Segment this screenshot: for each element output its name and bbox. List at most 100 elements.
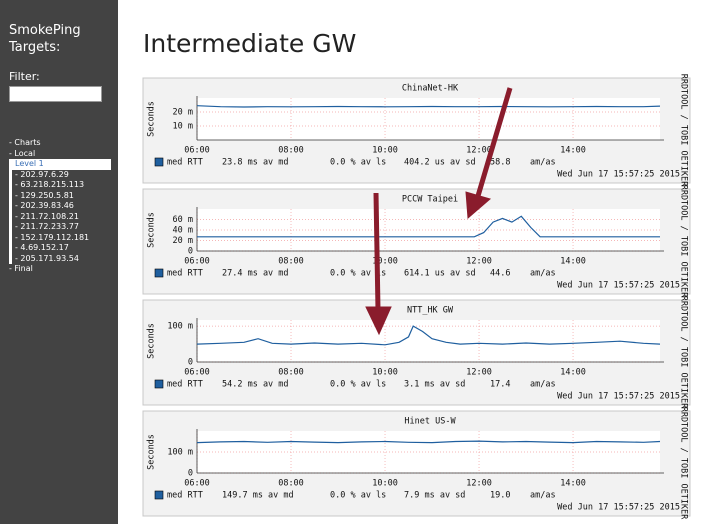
y-tick-label: 100 m xyxy=(167,448,193,458)
menu-item[interactable]: - 202.97.6.29 xyxy=(9,169,111,180)
main: Intermediate GW ChinaNet-HK Seconds RRDTOO… xyxy=(142,29,691,520)
legend-loss: 0.0 % av ls xyxy=(330,158,386,168)
legend-ratio: 17.4 xyxy=(490,380,510,390)
legend-loss: 0.0 % av ls xyxy=(330,380,386,390)
x-tick-label: 06:00 xyxy=(184,257,210,267)
arrow xyxy=(373,192,381,311)
menu-item[interactable]: - 211.72.233.77 xyxy=(9,222,111,233)
y-axis-label: Seconds xyxy=(147,434,157,470)
y-tick-label: 10 m xyxy=(173,122,193,132)
legend-swatch xyxy=(154,490,164,500)
graph-date: Wed Jun 17 15:57:25 2015 xyxy=(557,281,680,291)
menu-item[interactable]: - 129.250.5.81 xyxy=(9,190,111,201)
x-tick-label: 10:00 xyxy=(372,257,398,267)
x-tick-label: 12:00 xyxy=(466,479,492,489)
plot-area xyxy=(197,98,660,140)
menu-item[interactable]: - 4.69.152.17 xyxy=(9,243,111,254)
side-label: RRDTOOL / TOBI OETIKER xyxy=(679,296,689,409)
x-tick-label: 10:00 xyxy=(372,146,398,156)
y-axis-label: Seconds xyxy=(147,323,157,359)
legend-label: med RTT xyxy=(167,158,203,168)
y-axis-label: Seconds xyxy=(147,212,157,248)
x-tick-label: 12:00 xyxy=(466,146,492,156)
arrow xyxy=(475,87,513,197)
page-title: Intermediate GW xyxy=(143,29,356,58)
menu-item[interactable]: - 211.72.108.21 xyxy=(9,211,111,222)
legend-sd: 3.1 ms av sd xyxy=(404,380,465,390)
side-label: RRDTOOL / TOBI OETIKER xyxy=(679,185,689,298)
y-tick-label: 20 m xyxy=(173,236,193,246)
menu-item[interactable]: - Final xyxy=(9,264,33,273)
menu-item[interactable]: - 205.171.93.54 xyxy=(9,253,111,264)
graph-date: Wed Jun 17 15:57:25 2015 xyxy=(557,503,680,513)
legend-median: 27.4 ms av md xyxy=(222,269,289,279)
legend-swatch xyxy=(154,268,164,278)
legend-ratio-unit: am/as xyxy=(530,269,556,279)
graph-date: Wed Jun 17 15:57:25 2015 xyxy=(557,170,680,180)
legend-ratio: 19.0 xyxy=(490,491,510,501)
graph-date: Wed Jun 17 15:57:25 2015 xyxy=(557,392,680,402)
x-tick-label: 14:00 xyxy=(560,257,586,267)
legend-ratio-unit: am/as xyxy=(530,158,556,168)
graph-title: PCCW Taipei xyxy=(402,195,458,205)
legend-sd: 7.9 ms av sd xyxy=(404,491,465,501)
legend-median: 23.8 ms av md xyxy=(222,158,289,168)
plot-area xyxy=(197,320,660,362)
x-tick-label: 10:00 xyxy=(372,368,398,378)
x-tick-label: 12:00 xyxy=(466,368,492,378)
graphs: ChinaNet-HK Seconds RRDTOOL / TOBI OETIKER… xyxy=(142,74,691,520)
legend-sd: 614.1 us av sd xyxy=(404,269,476,279)
y-tick-label: 40 m xyxy=(173,226,193,236)
legend-label: med RTT xyxy=(167,380,203,390)
legend-loss: 0.0 % av ls xyxy=(330,269,386,279)
rtt-line xyxy=(197,215,660,238)
x-tick-label: 06:00 xyxy=(184,368,210,378)
x-tick-label: 14:00 xyxy=(560,146,586,156)
graph-title: NTT_HK GW xyxy=(407,306,454,316)
legend-median: 54.2 ms av md xyxy=(222,380,289,390)
menu-item[interactable]: - 152.179.112.181 xyxy=(9,232,111,243)
side-label: RRDTOOL / TOBI OETIKER xyxy=(679,407,689,520)
legend-ratio: 44.6 xyxy=(490,269,510,279)
legend-ratio: 58.8 xyxy=(490,158,510,168)
side-label: RRDTOOL / TOBI OETIKER xyxy=(679,74,689,187)
legend-median: 149.7 ms av md xyxy=(222,491,294,501)
x-tick-label: 06:00 xyxy=(184,479,210,489)
y-tick-label: 0 xyxy=(188,247,193,257)
menu-item[interactable]: - Local xyxy=(9,148,36,158)
arrow-head xyxy=(465,191,492,220)
legend-label: med RTT xyxy=(167,269,203,279)
rtt-line xyxy=(196,105,661,108)
x-tick-label: 14:00 xyxy=(560,479,586,489)
x-tick-label: 08:00 xyxy=(278,257,304,267)
menu-item[interactable]: Level 1 xyxy=(9,159,111,170)
x-tick-label: 08:00 xyxy=(278,146,304,156)
menu-item[interactable]: - 63.218.215.113 xyxy=(9,180,111,191)
x-tick-label: 08:00 xyxy=(278,479,304,489)
y-tick-label: 100 m xyxy=(167,322,193,332)
x-tick-label: 10:00 xyxy=(372,479,398,489)
sidebar-title: SmokePing Targets: xyxy=(9,23,81,55)
legend-swatch xyxy=(154,379,164,389)
y-tick-label: 0 xyxy=(188,469,193,479)
rtt-line xyxy=(196,440,661,444)
filter-label: Filter: xyxy=(9,70,40,83)
x-tick-label: 06:00 xyxy=(184,146,210,156)
y-tick-label: 0 xyxy=(188,358,193,368)
graph-title: Hinet US-W xyxy=(404,417,456,427)
legend-loss: 0.0 % av ls xyxy=(330,491,386,501)
arrows xyxy=(365,87,513,336)
filter-input[interactable] xyxy=(9,86,102,102)
y-axis-label: Seconds xyxy=(147,101,157,137)
legend-swatch xyxy=(154,157,164,167)
menu-item[interactable]: - Charts xyxy=(9,138,41,147)
legend-label: med RTT xyxy=(167,491,203,501)
legend-ratio-unit: am/as xyxy=(530,380,556,390)
x-tick-label: 12:00 xyxy=(466,257,492,267)
legend-ratio-unit: am/as xyxy=(530,491,556,501)
y-tick-label: 20 m xyxy=(173,108,193,118)
arrow-head xyxy=(365,306,392,336)
sidebar: SmokePing Targets: Filter: - Charts - Loc… xyxy=(0,0,118,524)
menu-item[interactable]: - 202.39.83.46 xyxy=(9,201,111,212)
